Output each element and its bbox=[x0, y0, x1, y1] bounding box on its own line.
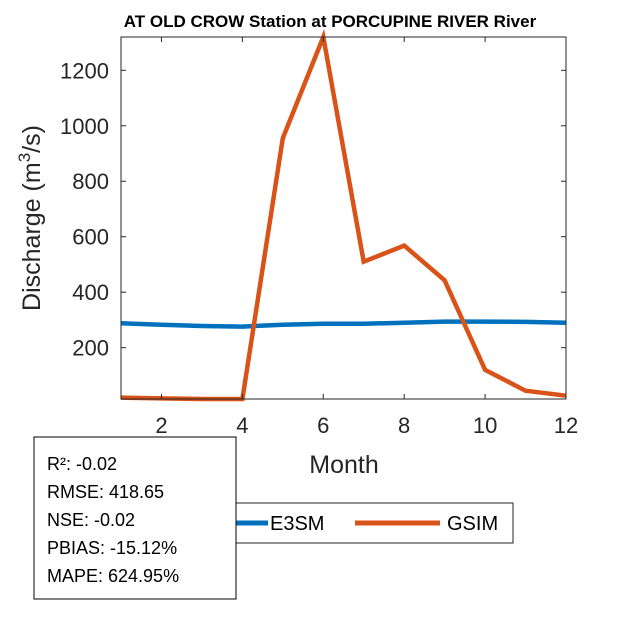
y-tick-label: 200 bbox=[72, 336, 109, 361]
y-axis-label-main: Discharge (m bbox=[18, 162, 46, 311]
stats-box: R²: -0.02 RMSE: 418.65 NSE: -0.02 PBIAS:… bbox=[33, 436, 237, 600]
y-tick-label: 600 bbox=[72, 225, 109, 250]
chart-title: AT OLD CROW Station at PORCUPINE RIVER R… bbox=[124, 12, 537, 31]
stats-r2: R²: -0.02 bbox=[47, 454, 117, 474]
x-tick-label: 12 bbox=[554, 413, 578, 438]
y-axis-label-superscript: 3 bbox=[15, 153, 34, 162]
x-tick-label: 10 bbox=[473, 413, 497, 438]
y-tick-label: 800 bbox=[72, 169, 109, 194]
y-axis-label: Discharge (m3/s) bbox=[15, 125, 46, 311]
y-axis-label-unit: /s) bbox=[18, 125, 46, 153]
x-tick-label: 6 bbox=[317, 413, 329, 438]
legend-label-gsim: GSIM bbox=[447, 513, 498, 535]
series-line-e3sm bbox=[120, 319, 567, 329]
stats-nse: NSE: -0.02 bbox=[47, 510, 135, 530]
y-axis: 200 400 600 800 1000 1200 bbox=[60, 58, 566, 361]
stats-rmse: RMSE: 418.65 bbox=[47, 482, 164, 502]
plot-area bbox=[121, 37, 566, 399]
stats-box-frame bbox=[33, 436, 237, 600]
y-tick-label: 400 bbox=[72, 280, 109, 305]
legend: E3SM GSIM bbox=[232, 502, 514, 544]
stats-mape: MAPE: 624.95% bbox=[47, 566, 179, 586]
axes-box bbox=[120, 36, 567, 400]
y-tick-label: 1000 bbox=[60, 114, 109, 139]
x-axis: 2 4 6 8 10 12 bbox=[155, 37, 578, 438]
stats-pbias: PBIAS: -15.12% bbox=[47, 538, 177, 558]
x-axis-label: Month bbox=[309, 451, 378, 479]
x-tick-label: 2 bbox=[155, 413, 167, 438]
legend-label-e3sm: E3SM bbox=[270, 513, 324, 535]
y-tick-label: 1200 bbox=[60, 58, 109, 83]
x-tick-label: 4 bbox=[236, 413, 248, 438]
x-tick-label: 8 bbox=[398, 413, 410, 438]
